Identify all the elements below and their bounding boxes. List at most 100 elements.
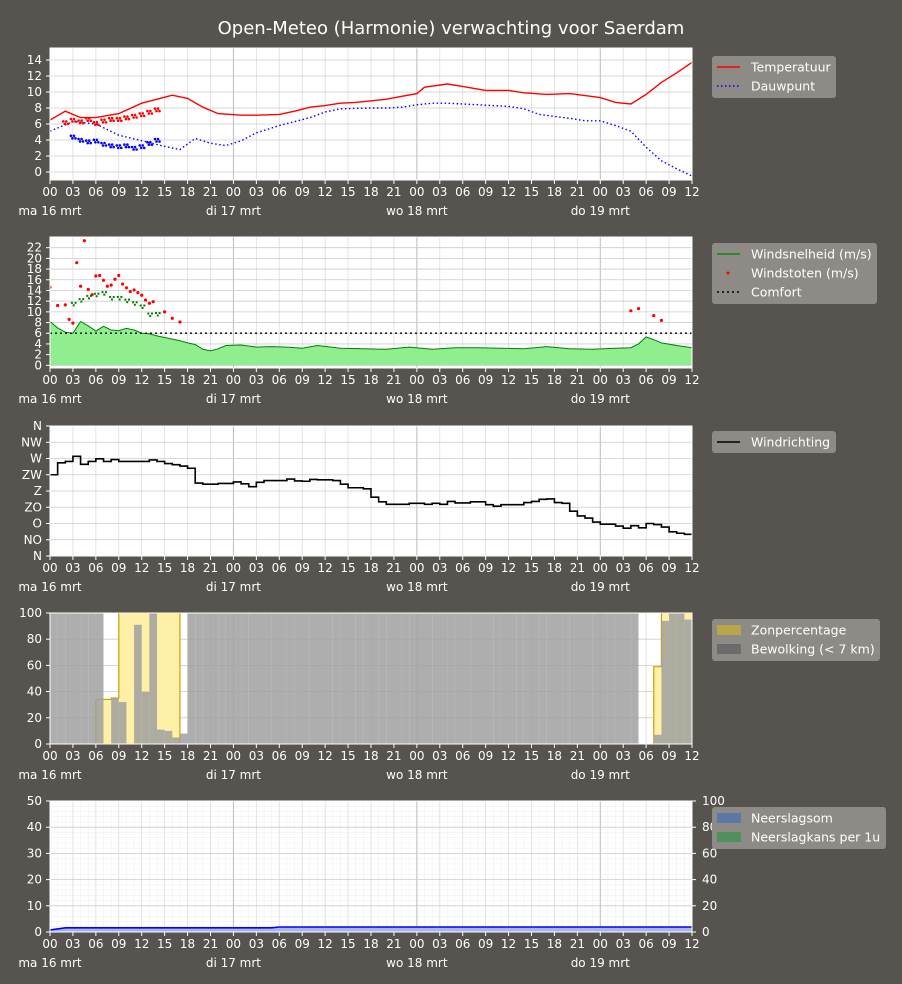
wind-speed-point — [143, 304, 146, 307]
temperature-point — [69, 117, 73, 121]
x-tick-label: 12 — [684, 749, 699, 763]
x-tick-label: 18 — [547, 185, 562, 199]
x-tick-label: 00 — [593, 561, 608, 575]
temperature-point — [64, 120, 68, 123]
dewpoint-point — [94, 141, 97, 144]
gust-point — [82, 239, 86, 243]
dewpoint-point — [124, 145, 128, 149]
cloud-bar — [623, 613, 631, 744]
x-tick-label: 00 — [42, 749, 57, 763]
cloud-bar — [187, 613, 196, 744]
gust-point — [105, 284, 109, 288]
wind-speed-point — [109, 295, 112, 298]
wind-speed-point — [101, 291, 104, 294]
x-tick-label: 09 — [478, 561, 493, 575]
temperature-point — [104, 121, 108, 124]
cloud-bar — [164, 730, 173, 744]
x-tick-label: 12 — [134, 185, 149, 199]
wind-speed-point — [78, 298, 81, 301]
wind-speed-point — [105, 291, 108, 294]
y2-tick-label: 20 — [702, 899, 717, 913]
dewpoint-point — [104, 144, 108, 147]
cloud-bar — [141, 691, 150, 744]
plot-content — [50, 455, 692, 536]
cloud-bar — [271, 613, 280, 744]
y-tick-label: 0 — [34, 737, 42, 751]
x-tick-label: 06 — [455, 749, 470, 763]
x-tick-label: 03 — [432, 185, 447, 199]
gust-point — [132, 288, 136, 292]
x-tick-label: 09 — [661, 749, 676, 763]
x-tick-label: 18 — [363, 561, 378, 575]
temperature-point — [97, 123, 100, 126]
plot-frame — [49, 800, 693, 933]
legend: Zonpercentage Bewolking (< 7 km) — [712, 619, 880, 661]
temperature-point — [109, 119, 112, 122]
x-tick-label: 18 — [363, 185, 378, 199]
cloud-bar — [157, 729, 165, 744]
x-tick-label: 15 — [340, 749, 355, 763]
x-tick-label: 15 — [340, 937, 355, 951]
wind-speed-point — [116, 295, 119, 298]
day-label: ma 16 mrt — [18, 768, 82, 782]
cloud-bar — [661, 620, 670, 744]
x-tick-label: 00 — [409, 561, 424, 575]
x-tick-label: 00 — [226, 561, 241, 575]
day-label: do 19 mrt — [571, 580, 630, 594]
x-tick-label: 06 — [272, 561, 287, 575]
y-tick-label: 12 — [27, 69, 42, 83]
x-tick-label: 18 — [363, 749, 378, 763]
y-tick-label: 6 — [34, 117, 42, 131]
dewpoint-point — [147, 143, 151, 146]
wind-speed-point — [132, 301, 135, 304]
legend: Windrichting — [712, 431, 836, 453]
temperature-point — [150, 112, 154, 115]
legend-label: Neerslagsom — [751, 811, 833, 826]
y-tick-label: N — [33, 549, 42, 563]
cloud-bar — [531, 613, 540, 744]
cloud-bar — [500, 613, 509, 744]
cloud-bar — [393, 613, 402, 744]
temperature-point — [74, 120, 77, 123]
x-tick-label: 18 — [180, 561, 195, 575]
wind-speed-point — [80, 300, 83, 303]
x-tick-label: 21 — [570, 373, 585, 387]
day-label: do 19 mrt — [571, 956, 630, 970]
temperature-point — [61, 120, 65, 123]
cloud-bar — [179, 733, 188, 744]
x-tick-label: 09 — [111, 937, 126, 951]
temperature-point — [147, 112, 151, 115]
cloud-bar — [409, 613, 417, 744]
wind-speed-point — [126, 301, 129, 304]
temperature-point — [149, 109, 152, 113]
plot-content — [50, 61, 692, 177]
temperature-point — [87, 116, 91, 120]
y-tick-label: 0 — [34, 358, 42, 372]
wind-speed-point — [89, 294, 92, 297]
temperature-point — [153, 107, 157, 110]
temperature-point — [94, 123, 97, 126]
legend-box — [712, 431, 836, 453]
x-tick-label: 00 — [593, 373, 608, 387]
x-tick-label: 03 — [65, 185, 80, 199]
x-tick-label: 06 — [639, 185, 654, 199]
temperature-point — [66, 122, 70, 126]
legend-label: Temperatuur — [750, 60, 832, 75]
y-tick-label: 4 — [34, 337, 42, 351]
legend-swatch — [717, 644, 741, 654]
cloud-bar — [286, 613, 295, 744]
wind-area — [50, 321, 692, 366]
wind-speed-point — [70, 301, 73, 304]
dewpoint-point — [87, 139, 91, 142]
temperature-point — [156, 107, 160, 110]
x-tick-label: 15 — [524, 561, 539, 575]
day-label: wo 18 mrt — [386, 580, 448, 594]
wind-speed-point — [139, 304, 142, 307]
dewpoint-point — [158, 140, 161, 143]
y-tick-label: 10 — [27, 899, 42, 913]
cloud-bar — [723, 671, 731, 744]
legend-label: Comfort — [751, 285, 802, 300]
y-tick-label: 20 — [27, 873, 42, 887]
